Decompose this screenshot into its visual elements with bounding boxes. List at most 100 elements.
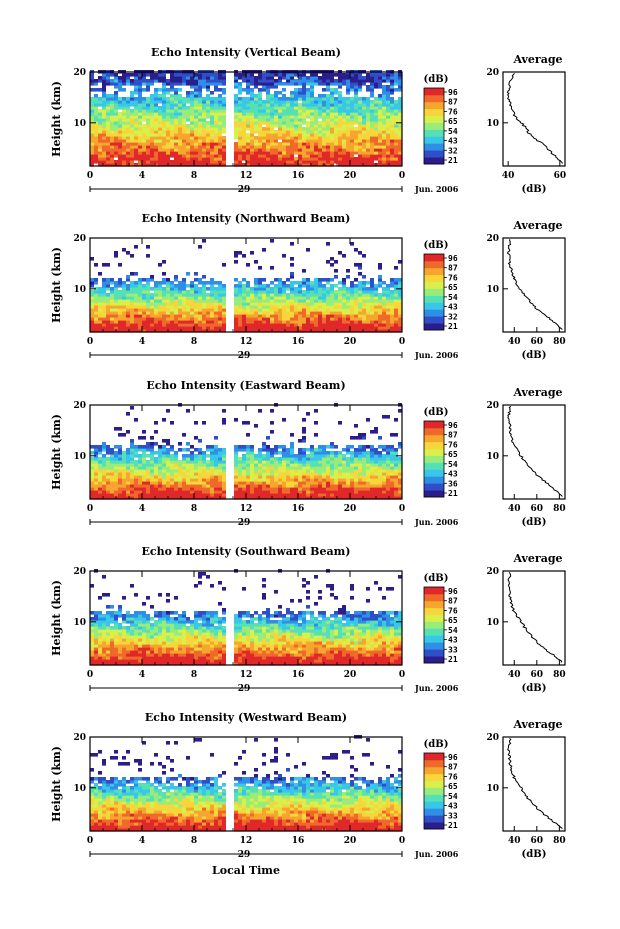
heatmap-cell <box>166 160 170 164</box>
heatmap-cell <box>178 127 182 131</box>
heatmap-cell <box>122 145 126 149</box>
heatmap-cell <box>310 76 314 80</box>
heatmap-cell <box>386 493 390 497</box>
heatmap-cell <box>182 106 186 110</box>
heatmap-cell <box>326 454 330 458</box>
heatmap-cell <box>190 475 194 479</box>
heatmap-cell <box>374 308 378 312</box>
heatmap-cell <box>362 320 366 324</box>
heatmap-cell <box>98 314 102 318</box>
heatmap-cell <box>134 460 138 464</box>
heatmap-cell <box>194 490 198 494</box>
heatmap-cell <box>122 106 126 110</box>
heatmap-cell <box>218 460 222 464</box>
heatmap-cell <box>206 127 210 131</box>
heatmap-cell <box>334 142 338 146</box>
heatmap-cell <box>322 103 326 107</box>
heatmap-cell <box>210 130 214 134</box>
heatmap-cell <box>314 79 318 83</box>
heatmap-cell <box>94 112 98 116</box>
heatmap-cell <box>214 448 218 452</box>
heatmap-cells <box>90 70 402 167</box>
heatmap-cell <box>102 481 106 485</box>
heatmap-cell <box>202 97 206 101</box>
heatmap-cell <box>98 490 102 494</box>
heatmap-cell <box>198 290 202 294</box>
heatmap-cell <box>138 490 142 494</box>
heatmap-cell <box>186 484 190 488</box>
heatmap-cell <box>142 451 146 455</box>
colorbar-swatch <box>424 288 444 296</box>
heatmap-cell <box>142 148 146 152</box>
heatmap-cell <box>290 457 294 461</box>
heatmap-cell <box>134 79 138 83</box>
heatmap-cell <box>210 320 214 324</box>
heatmap-cell <box>98 290 102 294</box>
heatmap-cell <box>342 460 346 464</box>
heatmap-cell <box>362 254 366 258</box>
heatmap-cell <box>322 302 326 306</box>
heatmap-cell <box>130 305 134 309</box>
heatmap-cell <box>290 311 294 315</box>
heatmap-cell <box>290 314 294 318</box>
heatmap-cell <box>398 469 402 473</box>
heatmap-cell <box>358 121 362 125</box>
heatmap-cell <box>190 100 194 104</box>
heatmap-cell <box>322 100 326 104</box>
heatmap-cell <box>358 487 362 491</box>
heatmap-cell <box>258 481 262 485</box>
heatmap-cell <box>286 278 290 282</box>
heatmap-cell <box>262 100 266 104</box>
heatmap-cell <box>310 305 314 309</box>
heatmap-cell <box>114 79 118 83</box>
heatmap-cell <box>390 326 394 330</box>
heatmap-cell <box>346 296 350 300</box>
heatmap-cell <box>274 305 278 309</box>
heatmap-cell <box>170 320 174 324</box>
heatmap-cell <box>362 106 366 110</box>
heatmap-cell <box>270 460 274 464</box>
heatmap-cell <box>138 317 142 321</box>
heatmap-cell <box>182 109 186 113</box>
heatmap-cell <box>150 112 154 116</box>
heatmap-cell <box>122 139 126 143</box>
heatmap-cell <box>334 103 338 107</box>
heatmap-cell <box>326 121 330 125</box>
heatmap-cell <box>330 305 334 309</box>
heatmap-cell <box>246 460 250 464</box>
heatmap-cell <box>374 314 378 318</box>
heatmap-cell <box>178 293 182 297</box>
heatmap-cell <box>114 308 118 312</box>
heatmap-cell <box>310 127 314 131</box>
heatmap-cell <box>162 451 166 455</box>
heatmap-cell <box>274 124 278 128</box>
heatmap-cell <box>142 154 146 158</box>
heatmap-cell <box>322 136 326 140</box>
heatmap-cell <box>222 157 226 161</box>
heatmap-cell <box>382 121 386 125</box>
heatmap-cell <box>114 317 118 321</box>
heatmap-cell <box>286 124 290 128</box>
heatmap-cell <box>130 82 134 86</box>
heatmap-cell <box>386 314 390 318</box>
heatmap-cell <box>134 97 138 101</box>
heatmap-cell <box>90 311 94 315</box>
heatmap-cell <box>142 139 146 143</box>
heatmap-cell <box>314 97 318 101</box>
heatmap-cell <box>202 326 206 330</box>
heatmap-cell <box>358 308 362 312</box>
heatmap-cell <box>362 112 366 116</box>
heatmap-cell <box>186 151 190 155</box>
heatmap-cell <box>294 145 298 149</box>
heatmap-cell <box>294 326 298 330</box>
heatmap-cell <box>242 133 246 137</box>
heatmap-cell <box>106 118 110 122</box>
heatmap-cell <box>162 490 166 494</box>
heatmap-cell <box>290 302 294 306</box>
heatmap-cell <box>290 481 294 485</box>
heatmap-cell <box>262 490 266 494</box>
heatmap-cell <box>242 136 246 140</box>
heatmap-cell <box>334 457 338 461</box>
heatmap-cell <box>338 136 342 140</box>
heatmap-cell <box>202 109 206 113</box>
